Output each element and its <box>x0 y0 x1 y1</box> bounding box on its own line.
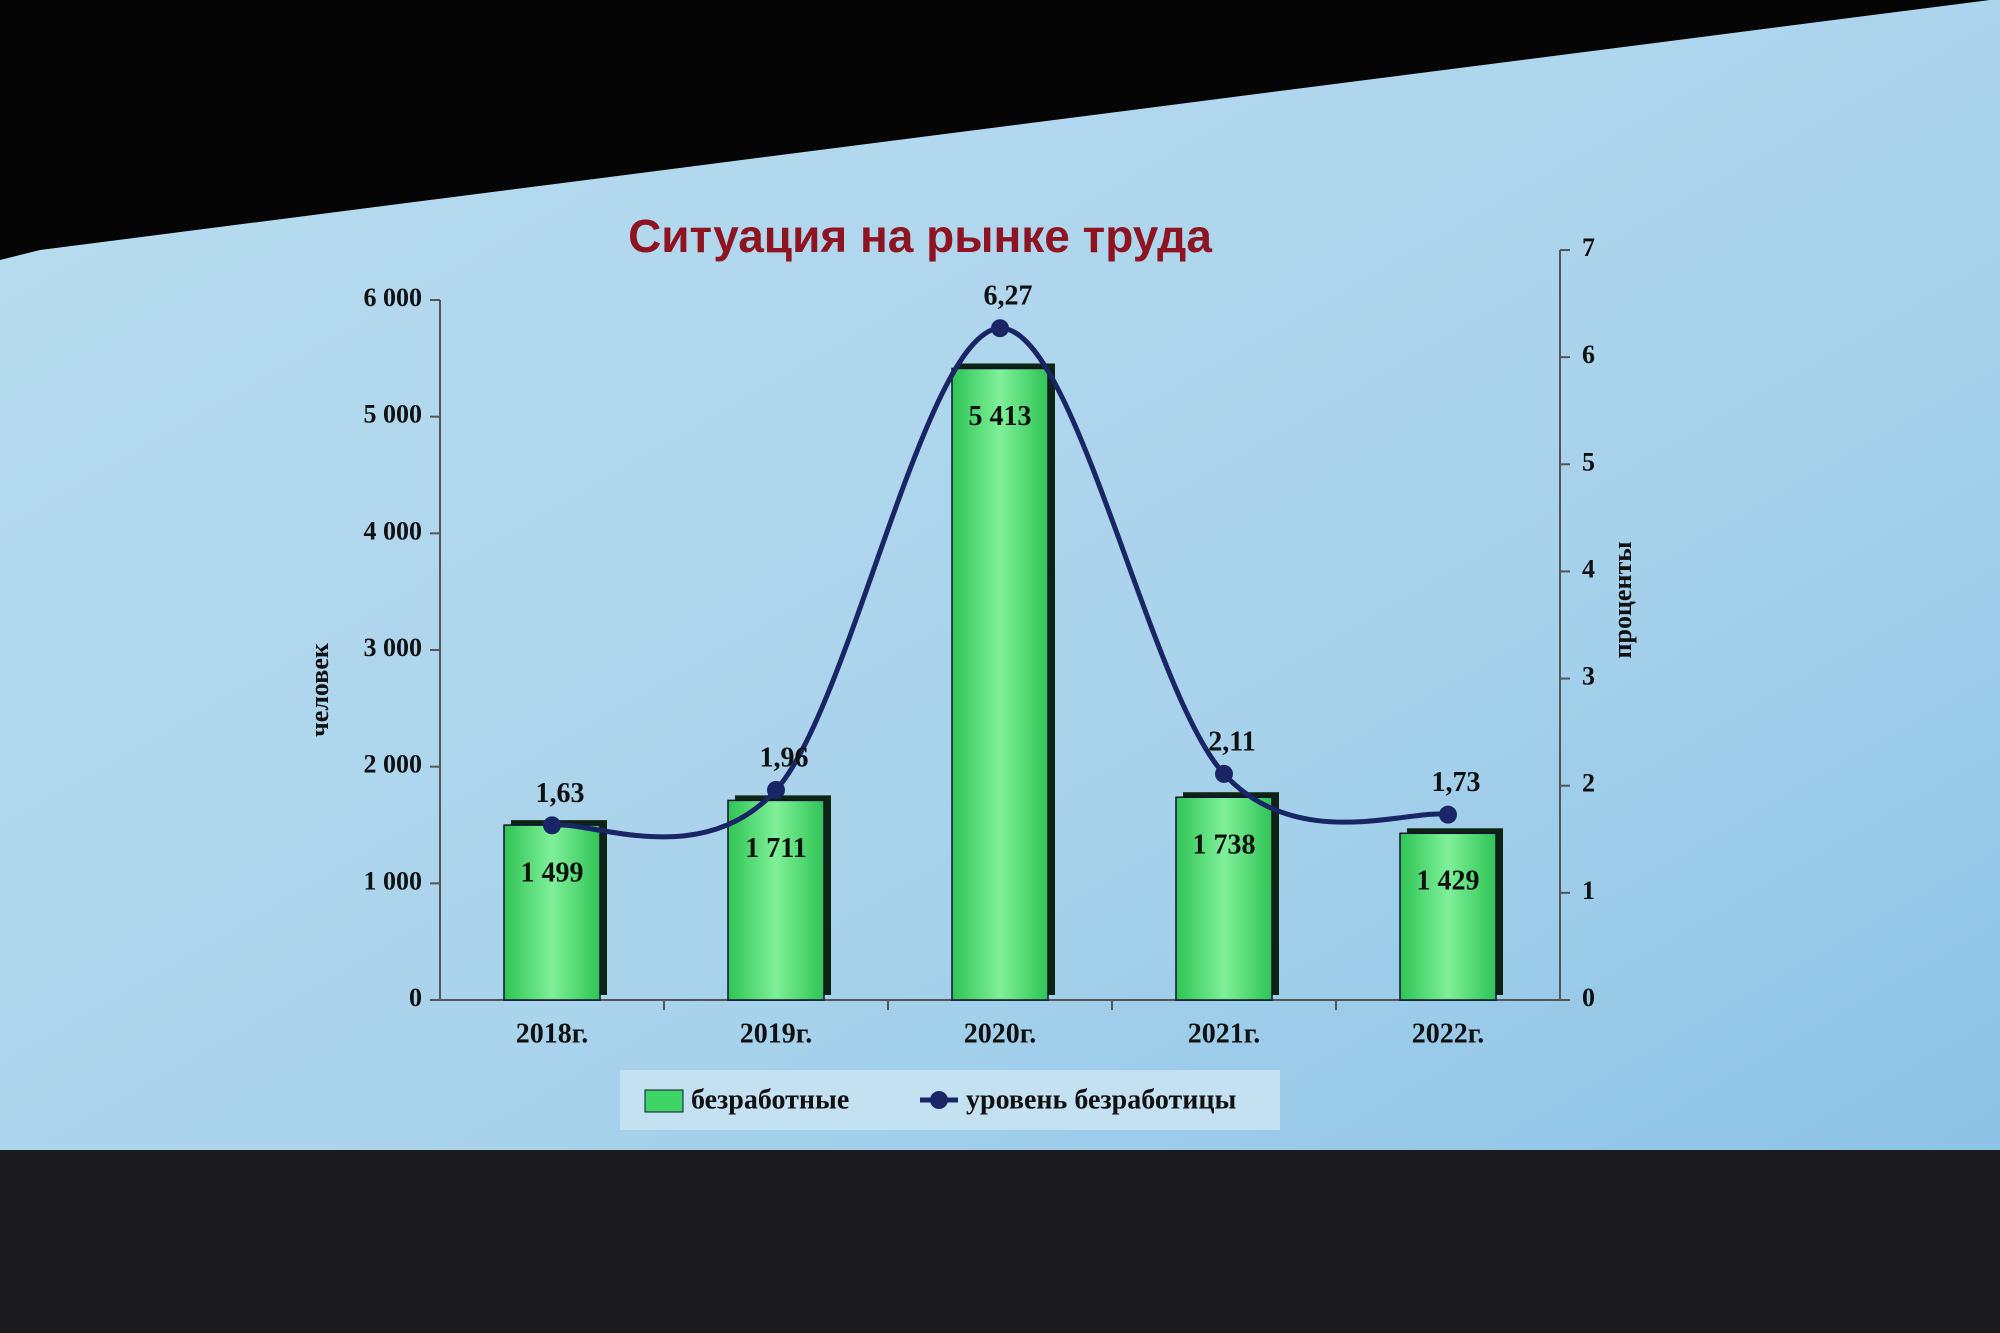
y2-tick-label: 0 <box>1582 983 1595 1012</box>
bar-value-label: 1 499 <box>521 858 584 889</box>
y-tick-label: 0 <box>409 983 422 1012</box>
y2-tick-label: 1 <box>1582 876 1595 905</box>
y-tick-label: 4 000 <box>364 516 423 545</box>
legend-label: уровень безработицы <box>966 1084 1237 1115</box>
line-point <box>767 781 785 799</box>
bar <box>1399 832 1497 1001</box>
y-tick-label: 5 000 <box>364 400 423 429</box>
x-tick-label: 2020г. <box>964 1018 1037 1049</box>
bar <box>1175 796 1273 1001</box>
line-point <box>1439 805 1457 824</box>
y2-tick-label: 3 <box>1582 662 1595 691</box>
line-value-label: 6,27 <box>984 281 1033 312</box>
x-tick-label: 2021г. <box>1188 1018 1261 1049</box>
y2-tick-label: 7 <box>1582 233 1595 262</box>
x-tick-label: 2018г. <box>516 1018 589 1049</box>
bar-value-label: 5 413 <box>969 401 1032 432</box>
y-tick-label: 2 000 <box>364 750 423 779</box>
bar <box>951 367 1049 1001</box>
line-point <box>543 816 561 835</box>
legend-swatch <box>644 1089 684 1113</box>
x-tick-label: 2022г. <box>1412 1018 1485 1049</box>
line-value-label: 2,11 <box>1208 726 1255 757</box>
y2-tick-label: 6 <box>1582 340 1595 369</box>
line-point <box>991 319 1009 338</box>
line-value-label: 1,73 <box>1432 767 1481 798</box>
y-tick-label: 1 000 <box>364 866 423 895</box>
y2-tick-label: 2 <box>1582 769 1595 798</box>
line-point <box>1215 764 1233 783</box>
legend-swatch-dot <box>930 1091 948 1109</box>
y-tick-label: 6 000 <box>364 283 423 312</box>
y-axis-label: человек <box>305 643 334 737</box>
x-tick-label: 2019г. <box>740 1018 813 1049</box>
bar <box>727 799 825 1001</box>
bar <box>503 824 601 1001</box>
stage <box>0 1150 2000 1333</box>
y-tick-label: 3 000 <box>364 633 423 662</box>
y2-tick-label: 4 <box>1582 554 1595 583</box>
bar-value-label: 1 429 <box>1417 866 1480 897</box>
legend-label: безработные <box>691 1084 849 1115</box>
y2-axis-label: проценты <box>1608 541 1637 658</box>
bar-value-label: 1 711 <box>745 833 806 864</box>
chart-title: Ситуация на рынке труда <box>628 210 1212 262</box>
line-value-label: 1,63 <box>536 778 585 809</box>
y2-tick-label: 5 <box>1582 447 1595 476</box>
bar-value-label: 1 738 <box>1193 830 1256 861</box>
line-value-label: 1,96 <box>760 742 809 773</box>
